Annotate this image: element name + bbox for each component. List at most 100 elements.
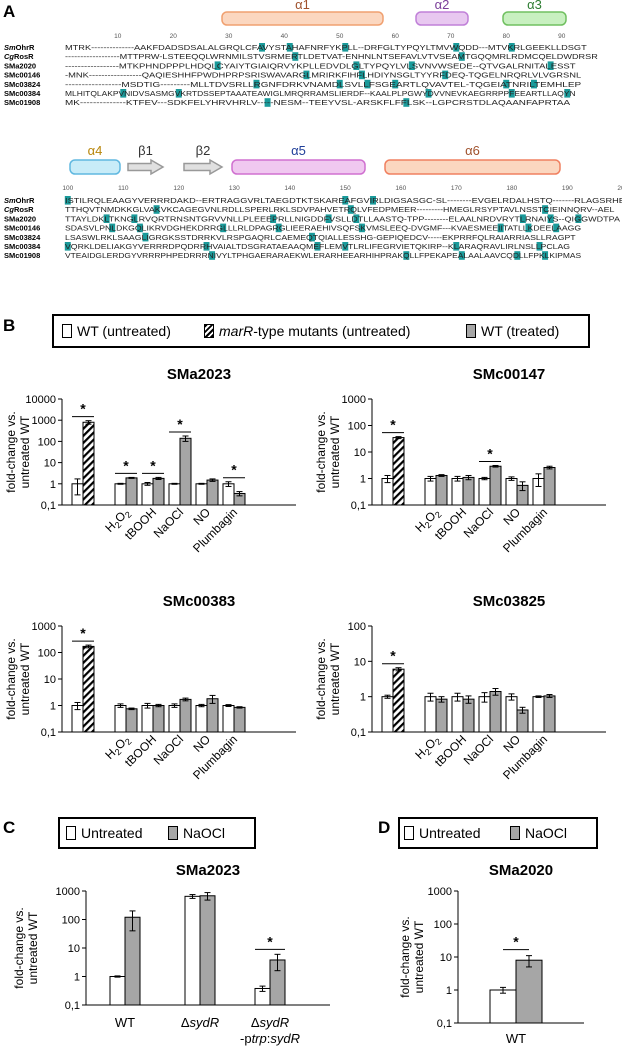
bar-treated [543, 467, 556, 506]
y-axis-label-line1: fold-change vs. [4, 411, 18, 492]
conserved-cell [531, 79, 537, 89]
swatch-white [404, 826, 414, 840]
structure-β2: β2 [183, 143, 224, 176]
y-tick-label: 10 [44, 674, 56, 686]
y-tick-label: 10 [44, 458, 56, 470]
legend-item-naocl: NaOCl [510, 825, 567, 841]
x-tick-label-sub: 2 [433, 509, 444, 520]
legend-label: Untreated [419, 825, 481, 841]
bar-mutant [82, 421, 95, 506]
conserved-cell [342, 242, 349, 251]
bar-untreated [424, 696, 437, 733]
x-tick-label: NaOCl [151, 732, 186, 767]
conserved-cell [542, 205, 549, 214]
y-tick-label: 1000 [32, 415, 56, 427]
conserved-cell [508, 43, 515, 52]
conserved-cell [403, 251, 410, 260]
conserved-cell [358, 223, 365, 233]
chart-sma2023: SMa2023 fold-change vs.untreated WT 10000 1… [4, 366, 296, 555]
x-label-prefix: WT [115, 1015, 135, 1030]
bar-untreated [184, 895, 201, 1006]
conserved-cell [458, 52, 465, 61]
structure-β1: β1 [127, 143, 165, 176]
helix-cylinder [231, 159, 366, 175]
structure-label: α3 [527, 0, 542, 12]
x-label-italic: sydR [270, 1031, 300, 1046]
conserved-cell [292, 52, 299, 61]
y-tick-label: 1000 [428, 886, 452, 898]
sequence-line: ------------------MTTPRW-LSTEEQQLWRNMILS… [65, 52, 598, 61]
conserved-cell [347, 205, 354, 214]
chart-title: SMa2023 [167, 366, 231, 383]
significance-star: * [513, 934, 519, 950]
ruler-tick: 60 [392, 33, 400, 40]
conserved-cell [442, 70, 449, 80]
conserved-cell [503, 79, 510, 89]
ruler-tick: 50 [336, 33, 344, 40]
conserved-cell [425, 89, 432, 98]
ruler-tick: 180 [506, 185, 517, 192]
y-axis-label-line2: untreated WT [412, 920, 426, 993]
sequence-line: MLHITQLAKPVNIDVSASMGVKRTDSSEPTAAATEAWIGL… [65, 89, 576, 98]
legend-d: Untreated NaOCl [398, 817, 598, 849]
legend-label: WT (untreated) [77, 323, 171, 339]
y-tick-label: 1 [360, 474, 366, 486]
legend-label: -type mutants (untreated) [253, 323, 411, 339]
y-tick-label: 10000 [25, 394, 56, 406]
conserved-cell [203, 242, 210, 251]
sequence-name: SmOhrR [4, 196, 35, 205]
name-rest: SMc01908 [4, 98, 40, 107]
legend-item-untreated: Untreated [404, 825, 480, 841]
bar-untreated [168, 705, 181, 733]
bar-naocl [199, 895, 216, 1006]
y-tick-label: 10 [354, 447, 366, 459]
ruler-tick: 120 [173, 185, 184, 192]
y-tick-label: 1 [50, 479, 56, 491]
structure-label: α5 [291, 143, 306, 158]
sequence-line: SDASVLPNLDKGQLIKRVDGHEKDRRGLLLRLDPAGRGLI… [65, 224, 581, 233]
significance-star: * [80, 401, 86, 417]
conserved-cell [175, 89, 182, 98]
chart-title: SMc00383 [163, 593, 236, 610]
legend-item-mutant: marR -type mutants (untreated) [204, 323, 410, 339]
y-tick-label: 0,1 [41, 727, 56, 739]
structure-label: β2 [196, 143, 211, 158]
bar-treated [179, 698, 192, 733]
bar-untreated [141, 483, 154, 506]
structure-α6: α6 [384, 143, 561, 175]
conserved-cell [575, 214, 582, 223]
x-tick-label: WT [115, 1015, 135, 1030]
conserved-cell [264, 98, 271, 107]
swatch-white [66, 826, 76, 840]
sequence-name: SMc00146 [4, 71, 40, 80]
conserved-cell [131, 214, 138, 223]
sequence-line: MTRK--------------AAKFDADSDSALALGRQLCFAV… [65, 43, 587, 52]
significance-star: * [390, 648, 396, 664]
bar-untreated [478, 478, 491, 506]
significance-star: * [267, 933, 273, 949]
sequence-line: ISTILRQLEAAGYVERRRDAKD--ERTRAGGVRLTAEGDT… [65, 196, 622, 205]
x-tick-label: NaOCl [151, 505, 186, 540]
significance-star: * [487, 445, 493, 461]
y-tick-label: 1 [74, 972, 80, 984]
conserved-cell [364, 79, 371, 89]
conserved-cell [64, 196, 71, 205]
x-tick-label: ΔsydR [251, 1015, 289, 1030]
conserved-cell [286, 43, 293, 52]
panel-letter-a: A [3, 2, 16, 21]
name-rest: RosR [14, 52, 34, 61]
bar-untreated [505, 478, 518, 506]
strand-arrow [183, 158, 224, 176]
y-tick-label: 1000 [342, 394, 366, 406]
conserved-cell [525, 223, 532, 233]
structure-label: α6 [465, 143, 480, 158]
x-tick-label: NaOCl [461, 505, 496, 540]
structure-α2: α2 [415, 0, 469, 26]
sequence-line: TTHQVTNMDKKGLVAKVKCAGEGVNLRDLLSPERLRKLSD… [65, 205, 614, 214]
chart-title: SMa2023 [176, 862, 240, 879]
bar-treated [462, 476, 475, 506]
x-tick-label-sub: 2 [113, 520, 124, 531]
